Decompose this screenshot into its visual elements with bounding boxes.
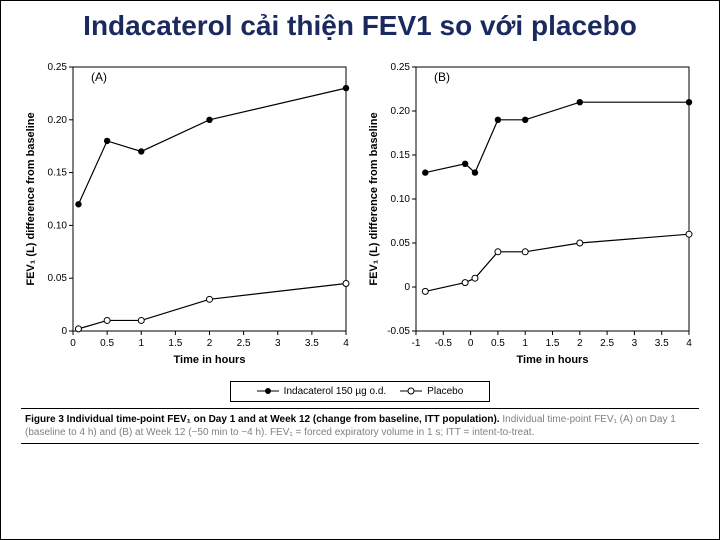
svg-text:1.5: 1.5: [168, 338, 182, 349]
svg-text:3: 3: [275, 338, 281, 349]
chart-a: 0 0.05 0.10 0.15 0.20 0.25 0 0.5 1 1.5 2 2.5 3 3.5 4 FE…: [21, 53, 356, 373]
svg-text:3: 3: [632, 338, 638, 349]
legend-item-placebo: Placebo: [400, 386, 463, 397]
svg-text:(B): (B): [434, 70, 450, 84]
svg-text:1: 1: [138, 338, 144, 349]
chart-a-wrap: 0 0.05 0.10 0.15 0.20 0.25 0 0.5 1 1.5 2 2.5 3 3.5 4 FE…: [21, 53, 356, 373]
svg-text:3.5: 3.5: [305, 338, 319, 349]
svg-text:0.5: 0.5: [491, 338, 505, 349]
svg-text:0.20: 0.20: [391, 106, 411, 117]
svg-text:0: 0: [468, 338, 474, 349]
svg-text:3.5: 3.5: [655, 338, 669, 349]
svg-text:0.05: 0.05: [391, 238, 411, 249]
svg-text:2: 2: [577, 338, 583, 349]
svg-text:1.5: 1.5: [546, 338, 560, 349]
svg-text:1: 1: [522, 338, 528, 349]
svg-text:Time in hours: Time in hours: [174, 354, 246, 366]
svg-text:0.10: 0.10: [48, 220, 68, 231]
svg-text:0: 0: [404, 282, 410, 293]
chart-b-wrap: -0.05 0 0.05 0.10 0.15 0.20 0.25 -1 -0.5 0 0.5 1 1.5…: [364, 53, 699, 373]
svg-text:0.20: 0.20: [48, 114, 68, 125]
legend-label-2: Placebo: [427, 386, 463, 397]
legend-marker-filled: [257, 386, 279, 396]
slide: Indacaterol cải thiện FEV1 so với placeb…: [0, 0, 720, 540]
legend-label-1: Indacaterol 150 µg o.d.: [284, 386, 387, 397]
chart-b: -0.05 0 0.05 0.10 0.15 0.20 0.25 -1 -0.5 0 0.5 1 1.5…: [364, 53, 699, 373]
svg-text:0: 0: [70, 338, 76, 349]
svg-text:2: 2: [207, 338, 213, 349]
svg-text:FEV₁ (L) difference from basel: FEV₁ (L) difference from baseline: [368, 112, 380, 285]
svg-text:0.10: 0.10: [391, 194, 411, 205]
legend-marker-open: [400, 386, 422, 396]
svg-text:4: 4: [343, 338, 349, 349]
svg-text:-1: -1: [412, 338, 421, 349]
svg-text:0.25: 0.25: [391, 62, 411, 73]
svg-text:0: 0: [61, 326, 67, 337]
svg-text:4: 4: [686, 338, 692, 349]
svg-text:2.5: 2.5: [600, 338, 614, 349]
caption-bold: Figure 3 Individual time-point FEV₁ on D…: [25, 414, 500, 425]
svg-text:Time in hours: Time in hours: [517, 354, 589, 366]
divider-top: [21, 408, 699, 409]
svg-text:(A): (A): [91, 70, 107, 84]
page-title: Indacaterol cải thiện FEV1 so với placeb…: [21, 9, 699, 43]
svg-text:2.5: 2.5: [237, 338, 251, 349]
figure-caption: Figure 3 Individual time-point FEV₁ on D…: [21, 413, 699, 439]
svg-text:0.05: 0.05: [48, 273, 68, 284]
charts-row: 0 0.05 0.10 0.15 0.20 0.25 0 0.5 1 1.5 2 2.5 3 3.5 4 FE…: [21, 53, 699, 373]
svg-text:0.25: 0.25: [48, 62, 68, 73]
legend: Indacaterol 150 µg o.d. Placebo: [230, 381, 490, 402]
svg-text:0.15: 0.15: [48, 167, 68, 178]
svg-text:FEV₁ (L) difference from basel: FEV₁ (L) difference from baseline: [25, 112, 37, 285]
legend-item-indacaterol: Indacaterol 150 µg o.d.: [257, 386, 387, 397]
svg-text:0.15: 0.15: [391, 150, 411, 161]
divider-bottom: [21, 443, 699, 444]
svg-text:-0.05: -0.05: [387, 326, 410, 337]
svg-text:0.5: 0.5: [100, 338, 114, 349]
svg-text:-0.5: -0.5: [435, 338, 453, 349]
